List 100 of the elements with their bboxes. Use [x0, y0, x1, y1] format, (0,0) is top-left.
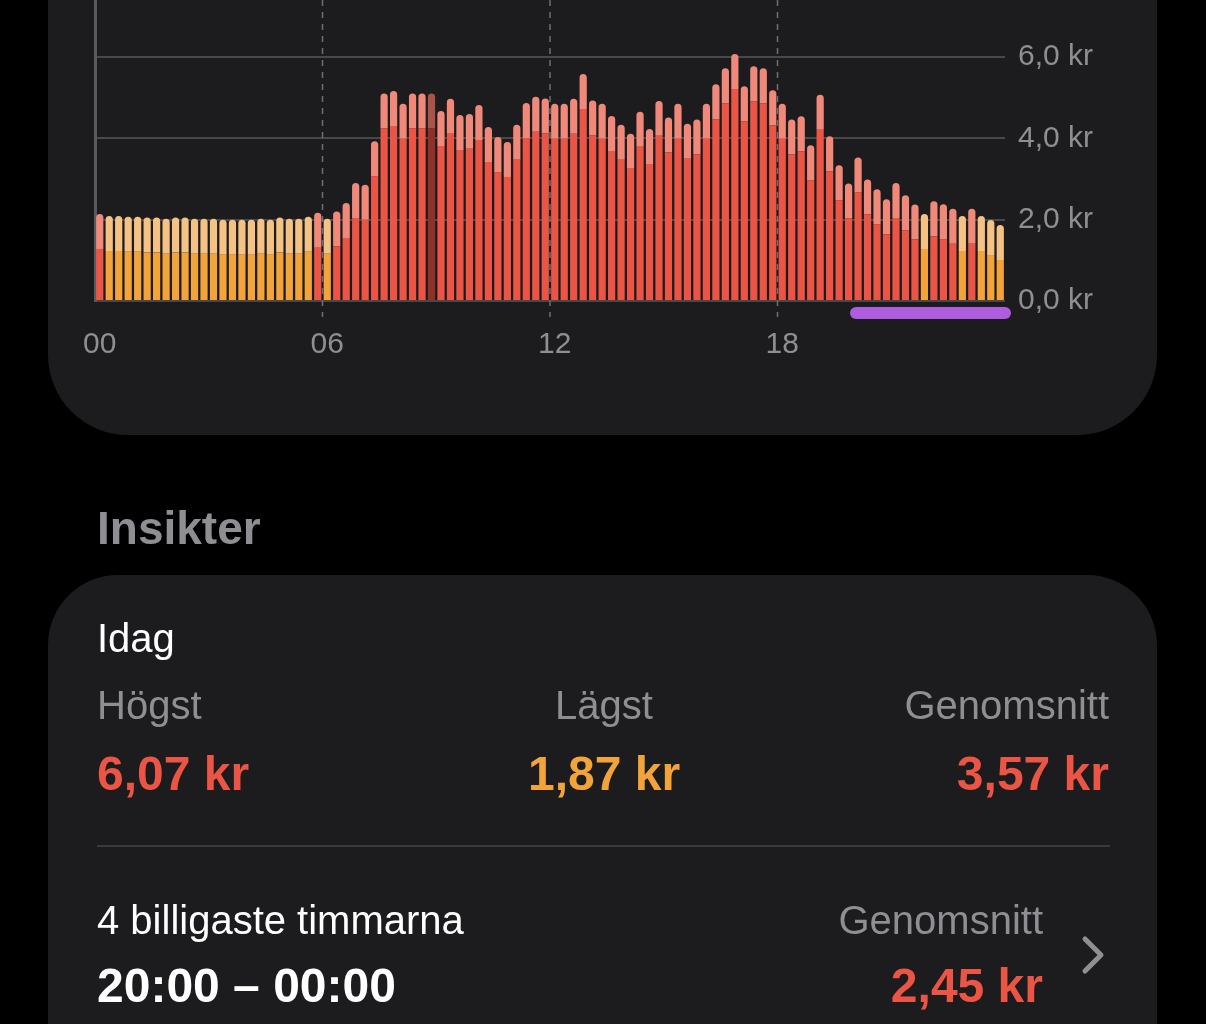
bar — [503, 176, 511, 300]
bar — [844, 218, 853, 300]
bar — [352, 218, 360, 300]
bar — [930, 236, 938, 300]
bar — [551, 103, 559, 139]
bar — [683, 158, 692, 300]
bar — [247, 254, 256, 300]
bar — [314, 247, 322, 300]
text: Lägst — [555, 683, 653, 727]
bar — [475, 139, 483, 300]
text: 20:00 – 00:00 — [97, 959, 396, 1012]
bar — [570, 98, 578, 134]
bar — [949, 243, 957, 300]
bar — [446, 133, 455, 300]
bar — [446, 98, 455, 134]
bar — [702, 103, 711, 139]
bar — [740, 121, 748, 300]
bar — [731, 54, 739, 90]
bar — [380, 128, 388, 300]
bar — [911, 239, 919, 300]
y-tick-label: 6,0 kr — [1018, 38, 1094, 72]
bar — [134, 216, 142, 252]
bar — [513, 159, 521, 300]
text: 3,57 kr — [956, 747, 1109, 800]
bar — [257, 253, 265, 300]
bar — [835, 165, 843, 201]
bar — [778, 103, 786, 139]
text: Genomsnitt — [838, 898, 1043, 942]
bar — [200, 218, 208, 254]
y-tick-label: 2,0 kr — [1018, 200, 1094, 234]
bar — [389, 126, 398, 300]
bar — [769, 125, 777, 300]
bar — [285, 218, 293, 254]
bar — [608, 115, 616, 151]
bar — [209, 253, 218, 300]
bar — [266, 219, 274, 255]
bar — [996, 224, 1004, 260]
bar — [494, 137, 502, 173]
bar — [361, 219, 369, 300]
bar — [494, 172, 502, 300]
bar — [807, 180, 815, 300]
text: 2,45 kr — [890, 959, 1043, 1012]
bar — [788, 119, 796, 155]
bar — [674, 103, 682, 139]
bar — [304, 251, 312, 300]
bar — [996, 259, 1004, 300]
bar — [342, 237, 350, 300]
text: Insikter — [97, 502, 261, 554]
bar — [608, 150, 616, 300]
bar — [617, 124, 625, 160]
bar — [437, 111, 445, 147]
bar — [750, 66, 758, 102]
bar — [835, 200, 843, 300]
bar — [295, 253, 303, 300]
bar — [171, 217, 180, 253]
bar — [854, 192, 862, 300]
bar — [636, 146, 644, 300]
bar — [115, 250, 123, 300]
bar — [304, 216, 312, 252]
bar — [693, 154, 701, 300]
bar — [389, 91, 398, 127]
bar — [740, 86, 748, 122]
bar — [807, 145, 815, 181]
bar — [134, 251, 142, 300]
bar — [418, 93, 426, 129]
bar — [816, 94, 824, 130]
bar — [399, 103, 407, 139]
bar — [153, 252, 161, 300]
bar — [371, 141, 379, 177]
bar — [333, 211, 341, 247]
bar — [219, 219, 227, 255]
bar — [683, 123, 692, 159]
bar — [484, 126, 492, 162]
bar — [333, 246, 341, 300]
bar — [702, 138, 711, 300]
bar — [873, 189, 881, 225]
bar — [655, 100, 663, 136]
bar — [882, 199, 891, 235]
bar — [115, 215, 123, 251]
bar — [911, 204, 919, 240]
bar — [693, 119, 701, 155]
bar — [797, 116, 805, 152]
bar — [863, 179, 872, 215]
bar — [617, 159, 625, 300]
bar — [323, 253, 331, 300]
y-tick-label: 0,0 kr — [1018, 282, 1094, 316]
bar — [105, 215, 113, 251]
bar — [939, 239, 947, 300]
bar — [190, 253, 199, 300]
bar — [314, 212, 322, 248]
bar — [124, 251, 132, 300]
text: Genomsnitt — [904, 683, 1109, 727]
bar — [778, 138, 786, 300]
bar — [513, 124, 521, 160]
bar — [475, 104, 483, 140]
bar — [816, 129, 824, 300]
bar — [560, 103, 568, 139]
bar — [408, 93, 417, 129]
bar — [276, 252, 284, 300]
bar — [105, 250, 113, 300]
